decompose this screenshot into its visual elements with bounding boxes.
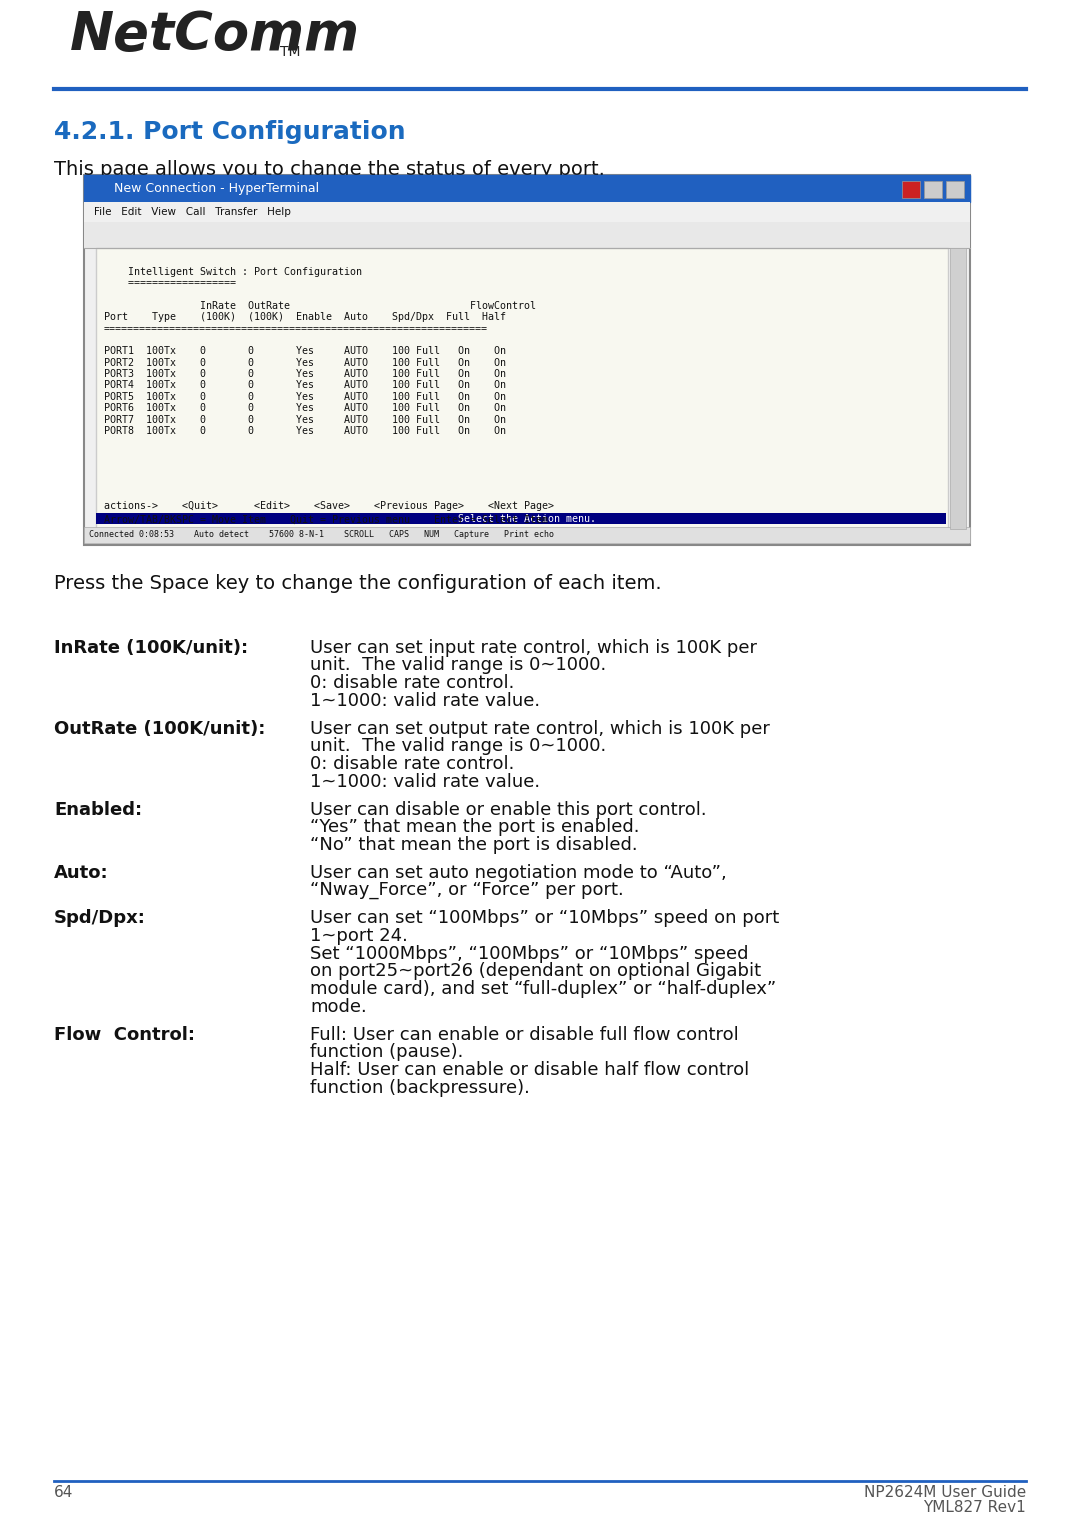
Text: 0: disable rate control.: 0: disable rate control. bbox=[310, 674, 514, 692]
Text: OutRate (100K/unit):: OutRate (100K/unit): bbox=[54, 720, 266, 737]
Text: unit.  The valid range is 0~1000.: unit. The valid range is 0~1000. bbox=[310, 737, 606, 755]
Text: User can disable or enable this port control.: User can disable or enable this port con… bbox=[310, 801, 706, 818]
Text: Set “1000Mbps”, “100Mbps” or “10Mbps” speed: Set “1000Mbps”, “100Mbps” or “10Mbps” sp… bbox=[310, 945, 748, 962]
Text: TM: TM bbox=[280, 44, 300, 60]
Text: 0: disable rate control.: 0: disable rate control. bbox=[310, 755, 514, 774]
Text: Spd/Dpx:: Spd/Dpx: bbox=[54, 908, 146, 927]
Text: PORT1  100Tx    0       0       Yes     AUTO    100 Full   On    On: PORT1 100Tx 0 0 Yes AUTO 100 Full On On bbox=[104, 346, 507, 357]
FancyBboxPatch shape bbox=[96, 248, 948, 529]
Text: PORT5  100Tx    0       0       Yes     AUTO    100 Full   On    On: PORT5 100Tx 0 0 Yes AUTO 100 Full On On bbox=[104, 392, 507, 401]
Text: 4.2.1. Port Configuration: 4.2.1. Port Configuration bbox=[54, 121, 406, 144]
FancyBboxPatch shape bbox=[946, 181, 964, 198]
Text: Enabled:: Enabled: bbox=[54, 801, 143, 818]
Text: Select the Action menu.: Select the Action menu. bbox=[458, 513, 596, 524]
FancyBboxPatch shape bbox=[96, 513, 946, 524]
Text: Press the Space key to change the configuration of each item.: Press the Space key to change the config… bbox=[54, 574, 662, 593]
Text: PORT3  100Tx    0       0       Yes     AUTO    100 Full   On    On: PORT3 100Tx 0 0 Yes AUTO 100 Full On On bbox=[104, 369, 507, 378]
Text: “No” that mean the port is disabled.: “No” that mean the port is disabled. bbox=[310, 836, 637, 853]
FancyBboxPatch shape bbox=[950, 248, 966, 529]
Text: mode.: mode. bbox=[310, 997, 367, 1016]
Text: InRate  OutRate                              FlowControl: InRate OutRate FlowControl bbox=[104, 300, 536, 311]
Text: PORT4  100Tx    0       0       Yes     AUTO    100 Full   On    On: PORT4 100Tx 0 0 Yes AUTO 100 Full On On bbox=[104, 380, 507, 391]
Text: Half: User can enable or disable half flow control: Half: User can enable or disable half fl… bbox=[310, 1062, 750, 1079]
Text: Full: User can enable or disable full flow control: Full: User can enable or disable full fl… bbox=[310, 1025, 739, 1043]
FancyBboxPatch shape bbox=[924, 181, 942, 198]
Text: PORT2  100Tx    0       0       Yes     AUTO    100 Full   On    On: PORT2 100Tx 0 0 Yes AUTO 100 Full On On bbox=[104, 358, 507, 368]
Text: User can set “100Mbps” or “10Mbps” speed on port: User can set “100Mbps” or “10Mbps” speed… bbox=[310, 908, 780, 927]
Text: File   Edit   View   Call   Transfer   Help: File Edit View Call Transfer Help bbox=[94, 207, 291, 218]
Text: Arrow/TAB/BKSPC = Move Item    Quit = Previous menu    Enter = Select Item: Arrow/TAB/BKSPC = Move Item Quit = Previ… bbox=[104, 515, 548, 525]
Text: 1~1000: valid rate value.: 1~1000: valid rate value. bbox=[310, 692, 540, 709]
Text: 64: 64 bbox=[54, 1485, 73, 1500]
Text: 1~port 24.: 1~port 24. bbox=[310, 927, 408, 945]
Text: New Connection - HyperTerminal: New Connection - HyperTerminal bbox=[114, 182, 319, 195]
Text: “Nway_Force”, or “Force” per port.: “Nway_Force”, or “Force” per port. bbox=[310, 881, 624, 899]
Text: ================================================================: ========================================… bbox=[104, 323, 488, 334]
Text: User can set input rate control, which is 100K per: User can set input rate control, which i… bbox=[310, 639, 757, 657]
Text: Port    Type    (100K)  (100K)  Enable  Auto    Spd/Dpx  Full  Half: Port Type (100K) (100K) Enable Auto Spd/… bbox=[104, 313, 507, 322]
Text: NP2624M User Guide: NP2624M User Guide bbox=[864, 1485, 1026, 1500]
FancyBboxPatch shape bbox=[84, 222, 970, 248]
Text: PORT7  100Tx    0       0       Yes     AUTO    100 Full   On    On: PORT7 100Tx 0 0 Yes AUTO 100 Full On On bbox=[104, 415, 507, 424]
Text: unit.  The valid range is 0~1000.: unit. The valid range is 0~1000. bbox=[310, 656, 606, 674]
Text: PORT8  100Tx    0       0       Yes     AUTO    100 Full   On    On: PORT8 100Tx 0 0 Yes AUTO 100 Full On On bbox=[104, 426, 507, 437]
Text: NetComm: NetComm bbox=[70, 9, 360, 61]
Text: YML827 Rev1: YML827 Rev1 bbox=[923, 1500, 1026, 1515]
FancyBboxPatch shape bbox=[84, 202, 970, 222]
Text: PORT6  100Tx    0       0       Yes     AUTO    100 Full   On    On: PORT6 100Tx 0 0 Yes AUTO 100 Full On On bbox=[104, 403, 507, 414]
Text: “Yes” that mean the port is enabled.: “Yes” that mean the port is enabled. bbox=[310, 818, 639, 836]
FancyBboxPatch shape bbox=[84, 175, 970, 545]
Text: User can set auto negotiation mode to “Auto”,: User can set auto negotiation mode to “A… bbox=[310, 864, 727, 882]
Text: ==================: ================== bbox=[104, 279, 237, 288]
Text: on port25~port26 (dependant on optional Gigabit: on port25~port26 (dependant on optional … bbox=[310, 962, 761, 980]
FancyBboxPatch shape bbox=[902, 181, 920, 198]
Text: 1~1000: valid rate value.: 1~1000: valid rate value. bbox=[310, 772, 540, 791]
Text: Intelligent Switch : Port Configuration: Intelligent Switch : Port Configuration bbox=[104, 267, 362, 277]
Text: actions->    <Quit>      <Edit>    <Save>    <Previous Page>    <Next Page>: actions-> <Quit> <Edit> <Save> <Previous… bbox=[104, 501, 554, 512]
Text: Flow  Control:: Flow Control: bbox=[54, 1025, 195, 1043]
Text: function (pause).: function (pause). bbox=[310, 1043, 463, 1062]
Text: function (backpressure).: function (backpressure). bbox=[310, 1079, 530, 1097]
Text: Connected 0:08:53    Auto detect    57600 8-N-1    SCROLL   CAPS   NUM   Capture: Connected 0:08:53 Auto detect 57600 8-N-… bbox=[89, 530, 554, 539]
Text: User can set output rate control, which is 100K per: User can set output rate control, which … bbox=[310, 720, 770, 737]
FancyBboxPatch shape bbox=[84, 175, 970, 202]
Text: InRate (100K/unit):: InRate (100K/unit): bbox=[54, 639, 248, 657]
Text: Auto:: Auto: bbox=[54, 864, 109, 882]
FancyBboxPatch shape bbox=[84, 527, 970, 542]
Text: This page allows you to change the status of every port.: This page allows you to change the statu… bbox=[54, 159, 605, 179]
Text: module card), and set “full-duplex” or “half-duplex”: module card), and set “full-duplex” or “… bbox=[310, 980, 777, 999]
